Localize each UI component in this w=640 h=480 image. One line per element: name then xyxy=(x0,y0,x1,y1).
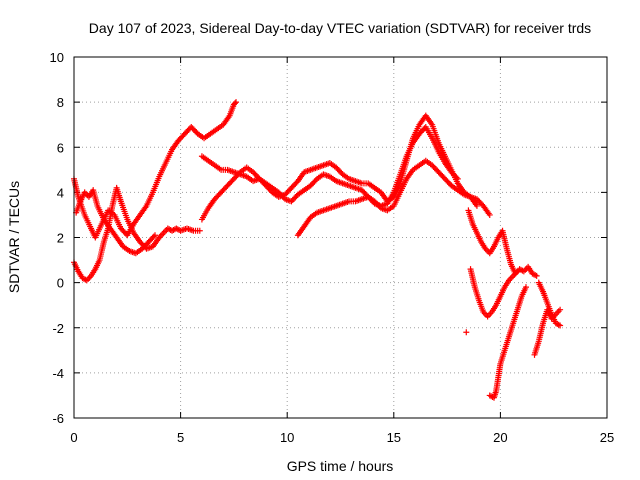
series-trace-g xyxy=(465,207,540,279)
plot-frame xyxy=(73,56,608,419)
data-point xyxy=(196,227,203,234)
series-trace-c xyxy=(73,187,159,257)
data-point xyxy=(514,268,521,275)
data-point xyxy=(486,211,493,218)
chart-title: Day 107 of 2023, Sidereal Day-to-day VTE… xyxy=(89,20,591,36)
y-tick-label: 8 xyxy=(57,95,64,110)
series-trace-a xyxy=(71,99,240,241)
data-point xyxy=(231,100,238,107)
x-axis-label: GPS time / hours xyxy=(287,458,394,474)
x-tick-label: 15 xyxy=(387,430,401,445)
y-tick-label: 2 xyxy=(57,231,64,246)
data-point xyxy=(233,99,240,106)
data-point xyxy=(152,232,159,239)
x-tick-label: 20 xyxy=(493,430,507,445)
series-trace-k xyxy=(535,279,564,329)
series-trace-f xyxy=(294,157,493,239)
grid-lines xyxy=(74,57,607,418)
series-trace-i xyxy=(486,284,529,401)
x-tick-label: 10 xyxy=(280,430,294,445)
y-tick-label: -6 xyxy=(52,411,64,426)
y-tick-label: -4 xyxy=(52,366,64,381)
y-tick-label: 10 xyxy=(50,50,64,65)
series-trace-d xyxy=(198,112,480,209)
series-trace-b xyxy=(71,184,203,284)
series-trace-j xyxy=(531,306,564,358)
series-trace-l xyxy=(463,329,470,336)
data-point xyxy=(473,202,480,209)
y-axis-label: SDTVAR / TECUs xyxy=(6,181,22,293)
y-tick-label: 4 xyxy=(57,185,64,200)
y-axis-ticks: -6 -4 -2 0 2 4 6 8 10 xyxy=(50,50,607,426)
data-point xyxy=(557,322,564,329)
data-point xyxy=(463,329,470,336)
data-point xyxy=(533,272,540,279)
data-point xyxy=(454,175,461,182)
data-point xyxy=(150,233,157,240)
y-tick-label: -2 xyxy=(52,321,64,336)
series-trace-h xyxy=(467,266,521,320)
x-axis-ticks: 0 5 10 15 20 25 xyxy=(70,57,614,445)
x-tick-label: 0 xyxy=(70,430,77,445)
data-point xyxy=(522,284,529,291)
y-tick-label: 6 xyxy=(57,140,64,155)
x-tick-label: 25 xyxy=(600,430,614,445)
data-point xyxy=(453,174,460,181)
y-tick-label: 0 xyxy=(57,276,64,291)
data-point xyxy=(557,306,564,313)
data-points xyxy=(71,99,564,401)
x-tick-label: 5 xyxy=(177,430,184,445)
